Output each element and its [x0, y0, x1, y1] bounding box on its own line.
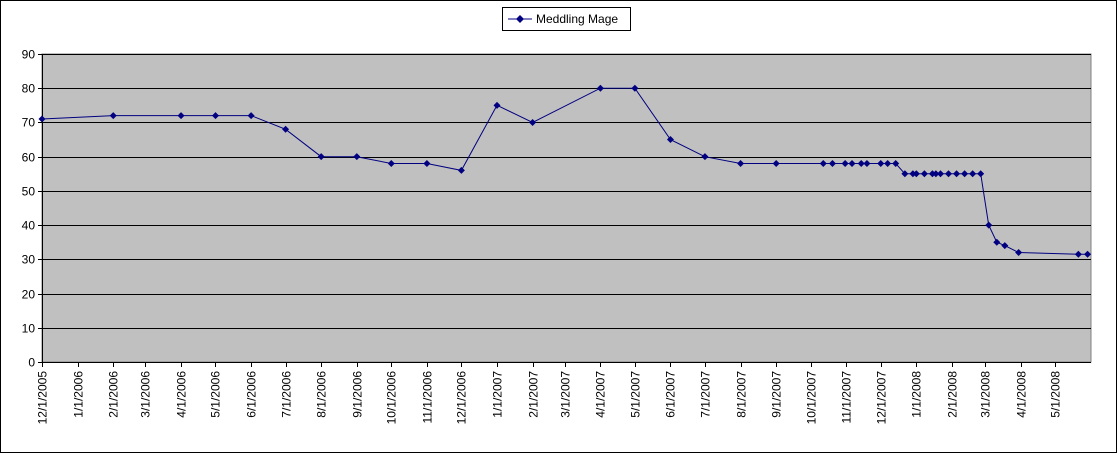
x-tick-label: 9/1/2007 — [770, 371, 784, 418]
data-point — [985, 221, 993, 229]
x-tick-label: 1/1/2008 — [910, 371, 924, 418]
data-point — [848, 160, 856, 168]
legend-marker-swatch — [516, 15, 524, 23]
data-point — [912, 170, 920, 178]
x-axis-ticks: 12/1/2005 1/1/2006 2/1/2006 3/1/2006 4/1/200… — [36, 362, 1063, 424]
x-tick-label: 7/1/2006 — [280, 371, 294, 418]
data-point — [901, 170, 909, 178]
data-point — [596, 84, 604, 92]
data-point — [353, 153, 361, 161]
y-tick-label: 50 — [22, 185, 36, 199]
x-tick-label: 4/1/2008 — [1015, 371, 1029, 418]
x-tick-label: 5/1/2006 — [209, 371, 223, 418]
y-tick-label: 30 — [22, 253, 36, 267]
gridlines — [42, 54, 1091, 329]
x-tick-label: 5/1/2007 — [629, 371, 643, 418]
data-point — [177, 112, 185, 120]
data-point — [211, 112, 219, 120]
data-point — [841, 160, 849, 168]
data-point — [877, 160, 885, 168]
data-point — [977, 170, 985, 178]
x-tick-label: 2/1/2006 — [107, 371, 121, 418]
data-point — [892, 160, 900, 168]
x-tick-label: 1/1/2006 — [72, 371, 86, 418]
x-tick-label: 12/1/2007 — [875, 371, 889, 425]
x-tick-label: 1/1/2007 — [491, 371, 505, 418]
data-point — [936, 170, 944, 178]
data-point — [737, 160, 745, 168]
x-tick-label: 12/1/2006 — [455, 371, 469, 425]
x-tick-label: 3/1/2008 — [979, 371, 993, 418]
data-point — [857, 160, 865, 168]
data-point — [828, 160, 836, 168]
x-tick-label: 11/1/2006 — [421, 371, 435, 424]
data-point — [772, 160, 780, 168]
x-tick-label: 9/1/2006 — [351, 371, 365, 418]
data-point — [38, 115, 46, 123]
data-point — [945, 170, 953, 178]
data-point — [701, 153, 709, 161]
x-tick-label: 3/1/2006 — [139, 371, 153, 418]
legend-series-label: Meddling Mage — [536, 12, 618, 26]
data-point — [953, 170, 961, 178]
x-tick-label: 6/1/2006 — [245, 371, 259, 418]
x-tick-label: 5/1/2008 — [1049, 371, 1063, 418]
data-point — [423, 160, 431, 168]
y-tick-label: 10 — [22, 322, 36, 336]
data-point — [932, 170, 940, 178]
x-tick-label: 7/1/2007 — [699, 371, 713, 418]
y-tick-label: 0 — [28, 356, 35, 370]
x-tick-label: 10/1/2007 — [805, 371, 819, 425]
x-tick-label: 4/1/2007 — [594, 371, 608, 418]
data-point — [529, 118, 537, 126]
plot-area — [41, 53, 1092, 363]
y-tick-label: 20 — [22, 288, 36, 302]
data-point — [247, 112, 255, 120]
y-tick-label: 40 — [22, 219, 36, 233]
y-tick-label: 60 — [22, 151, 36, 165]
data-point — [819, 160, 827, 168]
x-tick-label: 3/1/2007 — [559, 371, 573, 418]
data-point — [109, 112, 117, 120]
data-point — [493, 101, 501, 109]
data-point — [1015, 248, 1023, 256]
data-point — [457, 166, 465, 174]
y-axis-ticks: 0 10 20 30 40 50 60 70 80 90 — [22, 48, 42, 370]
x-tick-label: 2/1/2008 — [946, 371, 960, 418]
series-points — [38, 84, 1092, 258]
data-point — [666, 136, 674, 144]
x-tick-label: 11/1/2007 — [840, 371, 854, 424]
data-point — [631, 84, 639, 92]
data-point — [884, 160, 892, 168]
x-tick-label: 12/1/2005 — [36, 371, 50, 425]
data-point — [317, 153, 325, 161]
x-tick-label: 6/1/2007 — [664, 371, 678, 418]
data-point — [1074, 250, 1082, 258]
x-tick-label: 4/1/2006 — [175, 371, 189, 418]
y-tick-label: 90 — [22, 48, 36, 62]
legend-box — [502, 7, 631, 31]
x-tick-label: 2/1/2007 — [527, 371, 541, 418]
x-tick-label: 10/1/2006 — [385, 371, 399, 425]
x-tick-label: 8/1/2006 — [315, 371, 329, 418]
data-point — [993, 238, 1001, 246]
data-point — [863, 160, 871, 168]
data-point — [282, 125, 290, 133]
data-point — [387, 160, 395, 168]
data-point — [1001, 242, 1009, 250]
data-point — [920, 170, 928, 178]
series-line-0 — [41, 87, 1088, 255]
data-point — [969, 170, 977, 178]
y-tick-label: 80 — [22, 82, 36, 96]
y-tick-label: 70 — [22, 116, 36, 130]
series-line-layer — [41, 87, 1088, 255]
x-tick-label: 8/1/2007 — [735, 371, 749, 418]
data-point — [961, 170, 969, 178]
legend: Meddling Mage — [502, 7, 631, 31]
data-point — [1084, 250, 1092, 258]
